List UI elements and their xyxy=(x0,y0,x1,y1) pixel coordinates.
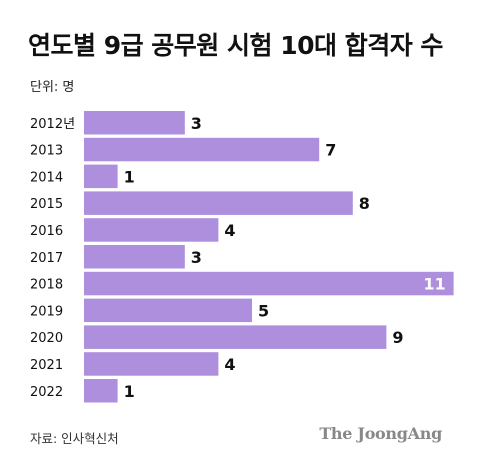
category-label: 2020 xyxy=(30,331,63,346)
value-label: 3 xyxy=(191,114,202,133)
category-label: 2012년 xyxy=(30,117,75,132)
bar xyxy=(84,164,118,189)
bar xyxy=(84,352,219,376)
bar xyxy=(84,271,454,296)
category-label: 2016 xyxy=(30,224,63,239)
category-label: 2015 xyxy=(30,197,63,212)
bar xyxy=(84,325,387,349)
category-label: 2014 xyxy=(30,170,63,185)
category-label: 2018 xyxy=(30,278,63,293)
value-label: 8 xyxy=(359,194,370,213)
value-label: 1 xyxy=(124,382,135,401)
value-label: 7 xyxy=(325,141,336,160)
category-label: 2021 xyxy=(30,358,63,373)
bar xyxy=(84,379,118,403)
bar xyxy=(84,191,353,215)
value-label: 1 xyxy=(124,167,135,186)
unit-label: 단위: 명 xyxy=(30,80,75,95)
category-label: 2013 xyxy=(30,144,63,159)
bar xyxy=(84,245,185,269)
value-label: 11 xyxy=(423,275,445,294)
value-label: 4 xyxy=(224,355,235,374)
value-label: 3 xyxy=(191,248,202,267)
bar xyxy=(84,111,185,135)
value-label: 9 xyxy=(392,328,403,347)
brand-logo: The JoongAng xyxy=(319,424,442,443)
bar xyxy=(84,218,219,242)
source-label: 자료: 인사혁신처 xyxy=(30,431,119,446)
category-label: 2022 xyxy=(30,385,63,400)
category-label: 2019 xyxy=(30,304,63,319)
value-label: 4 xyxy=(224,221,235,240)
bar xyxy=(84,137,320,162)
value-label: 5 xyxy=(258,301,269,320)
chart-title: 연도별 9급 공무원 시험 10대 합격자 수 xyxy=(28,31,443,60)
bar xyxy=(84,298,252,323)
category-label: 2017 xyxy=(30,251,63,266)
